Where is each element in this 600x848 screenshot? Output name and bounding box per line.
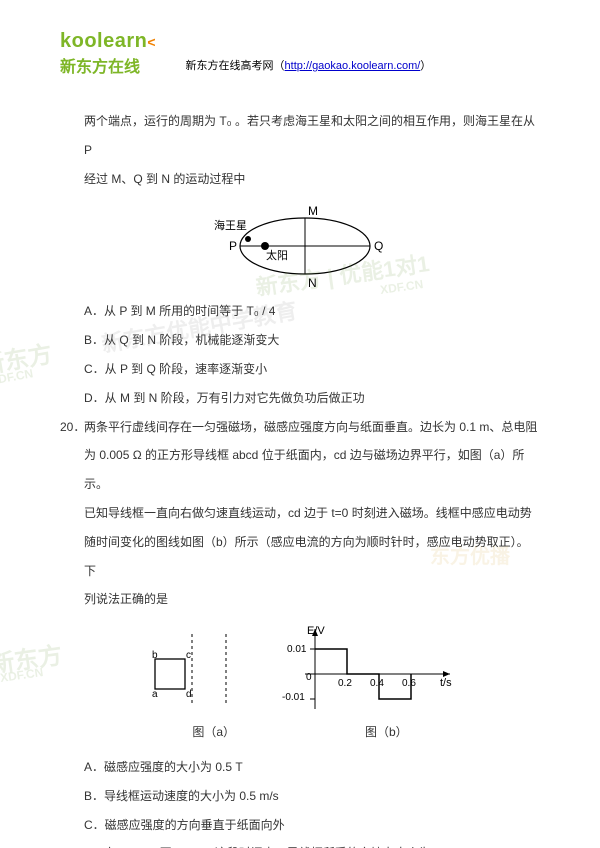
label-p: P [229,239,237,253]
link-prefix: 新东方在线高考网（ [186,60,285,72]
cap-a: 图（a） [192,718,235,747]
label-q: Q [374,239,383,253]
logo-bottom: 新东方在线 [60,53,156,77]
gaokao-link[interactable]: http://gaokao.koolearn.com/ [285,60,421,72]
link-suffix: ） [420,60,431,72]
svg-text:0: 0 [306,672,312,683]
q20-c: C．磁感应强度的方向垂直于纸面向外 [60,811,540,840]
q20-l3: 已知导线框一直向右做匀速直线运动，cd 边于 t=0 时刻进入磁场。线框中感应电… [60,499,540,528]
content: 两个端点，运行的周期为 T₀ 。若只考虑海王星和太阳之间的相互作用，则海王星在从… [60,107,540,848]
svg-text:0.2: 0.2 [338,678,352,689]
q19-a: A．从 P 到 M 所用的时间等于 T₀ / 4 [60,297,540,326]
header-link: 新东方在线高考网（http://gaokao.koolearn.com/） [186,57,432,73]
q19-b: B．从 Q 到 N 阶段，机械能逐渐变大 [60,326,540,355]
watermark: 新东方 [0,334,54,381]
svg-text:0.6: 0.6 [402,678,416,689]
q20-b: B．导线框运动速度的大小为 0.5 m/s [60,782,540,811]
header: koolearn< 新东方在线 新东方在线高考网（http://gaokao.k… [60,30,540,77]
q19-figure: 海王星 太阳 P Q M N [60,201,540,291]
q20-l1: 20．两条平行虚线间存在一匀强磁场，磁感应强度方向与纸面垂直。边长为 0.1 m… [60,413,540,442]
label-m: M [308,204,318,218]
watermark: 新东方 [0,635,64,680]
logo-accent: < [147,34,155,50]
q20-l4: 随时间变化的图线如图（b）所示（感应电流的方向为顺时针时，感应电动势取正）。下 [60,528,540,586]
q20-figures: b c a d E/V t/s 0 0.01 -0.01 0.2 0.4 0.6 [60,624,540,714]
q20-captions: 图（a） 图（b） [60,718,540,747]
svg-text:t/s: t/s [440,677,452,689]
q20-num: 20． [60,413,84,442]
svg-text:c: c [186,650,191,661]
svg-text:a: a [152,689,158,700]
fig-a: b c a d [140,634,230,714]
q19-line2: 经过 M、Q 到 N 的运动过程中 [60,165,540,194]
logo-top: koolearn [60,30,147,52]
watermark: XDF.CN [0,366,34,387]
svg-text:E/V: E/V [307,625,325,637]
svg-text:0.01: 0.01 [287,644,307,655]
watermark: XDF.CN [0,665,44,685]
q19-d: D．从 M 到 N 阶段，万有引力对它先做负功后做正功 [60,384,540,413]
q20-l2: 为 0.005 Ω 的正方形导线框 abcd 位于纸面内，cd 边与磁场边界平行… [60,441,540,499]
q20-l5: 列说法正确的是 [60,585,540,614]
logo: koolearn< 新东方在线 [60,30,156,77]
svg-text:d: d [186,689,192,700]
q20-d: D．在 t=0.4 s 至 t=0.6 s 这段时间内，导线框所受的安培力大小为… [60,839,540,848]
label-neptune: 海王星 [214,218,247,232]
label-sun: 太阳 [266,249,288,262]
svg-text:-0.01: -0.01 [282,692,305,703]
page: koolearn< 新东方在线 新东方在线高考网（http://gaokao.k… [0,0,600,848]
q19-line1: 两个端点，运行的周期为 T₀ 。若只考虑海王星和太阳之间的相互作用，则海王星在从… [60,107,540,165]
svg-text:0.4: 0.4 [370,678,384,689]
q20-a: A．磁感应强度的大小为 0.5 T [60,753,540,782]
cap-b: 图（b） [365,718,408,747]
label-n: N [308,276,317,290]
q19-c: C．从 P 到 Q 阶段，速率逐渐变小 [60,355,540,384]
fig-b: E/V t/s 0 0.01 -0.01 0.2 0.4 0.6 [280,624,460,714]
svg-text:b: b [152,650,158,661]
